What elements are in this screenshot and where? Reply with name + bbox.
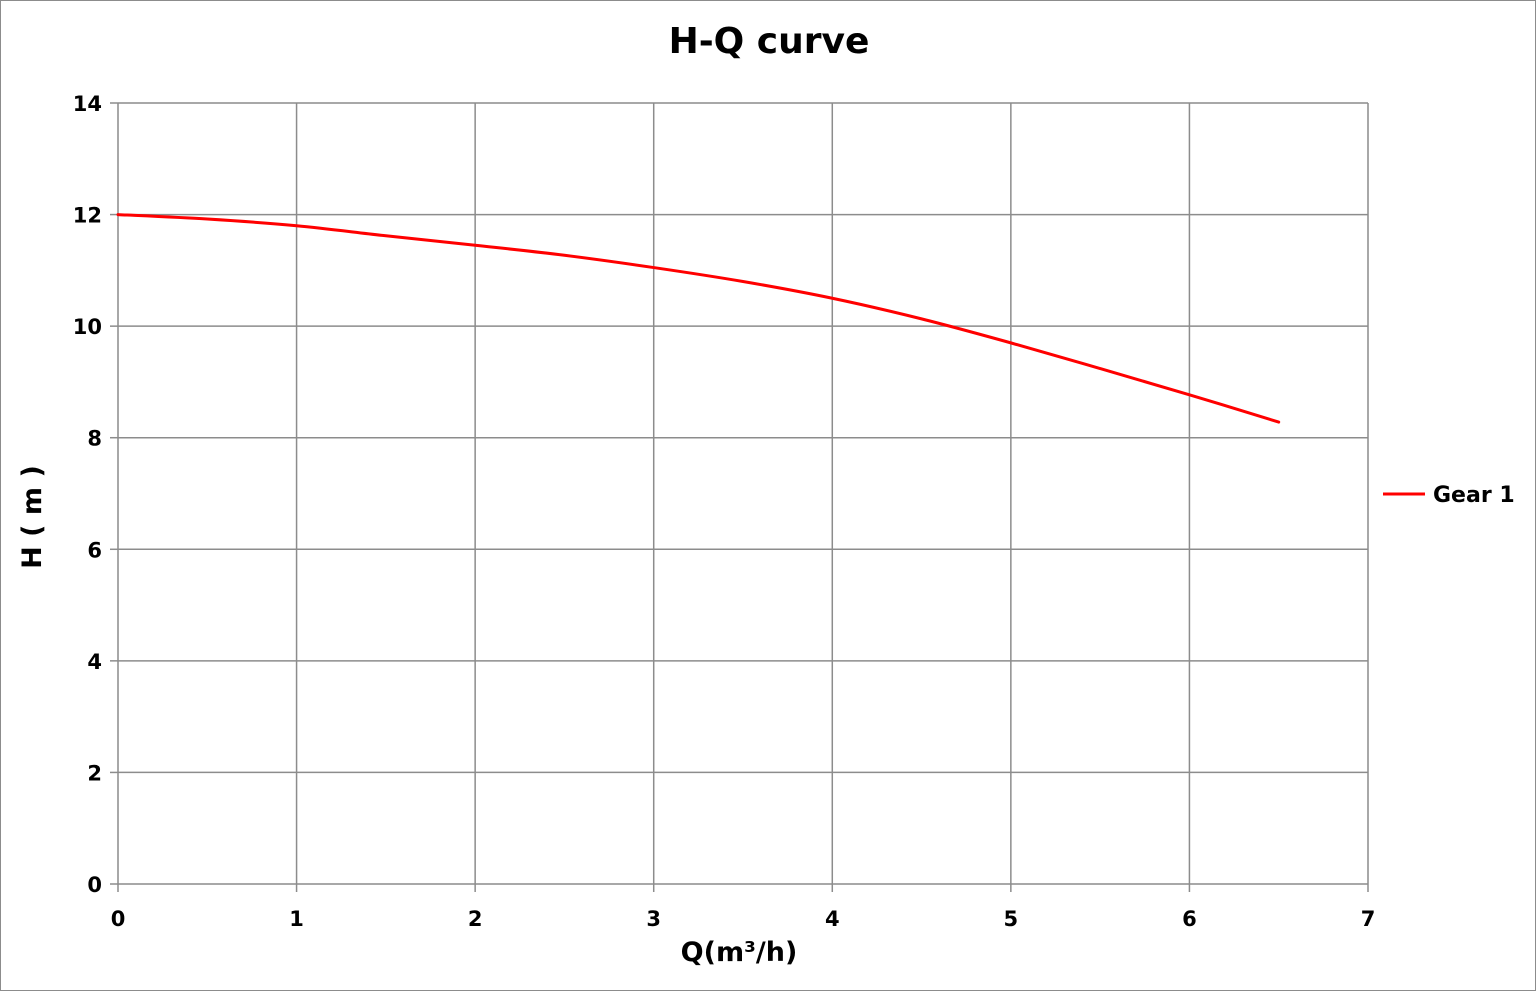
y-tick-label: 14 [73,92,102,116]
y-tick-label: 12 [73,204,102,228]
y-tick-label: 4 [87,650,102,674]
x-tick-label: 3 [646,907,661,931]
grid [118,102,1369,884]
y-tick-labels: 0 2 4 6 8 10 12 14 [73,92,102,897]
x-tick-label: 1 [289,907,304,931]
axes [110,102,1369,892]
y-axis-title: H ( m ) [17,465,48,569]
series-line-gear-1 [116,213,1281,424]
x-tick-label: 2 [468,907,483,931]
series-lines [116,213,1281,424]
y-tick-label: 8 [87,427,102,451]
chart-title: H-Q curve [669,21,870,62]
y-tick-label: 10 [73,315,102,339]
x-tick-label: 7 [1361,907,1376,931]
y-tick-label: 2 [87,761,102,785]
y-tick-label: 6 [87,538,102,562]
x-axis-title: Q(m³/h) [681,937,798,968]
y-tick-label: 0 [87,873,102,897]
legend-label-gear-1: Gear 1 [1433,483,1515,508]
legend: Gear 1 [1383,483,1515,508]
x-tick-label: 0 [111,907,126,931]
x-tick-labels: 0 1 2 3 4 5 6 7 [111,907,1376,931]
x-tick-label: 5 [1004,907,1019,931]
x-tick-label: 4 [825,907,840,931]
x-tick-label: 6 [1182,907,1197,931]
